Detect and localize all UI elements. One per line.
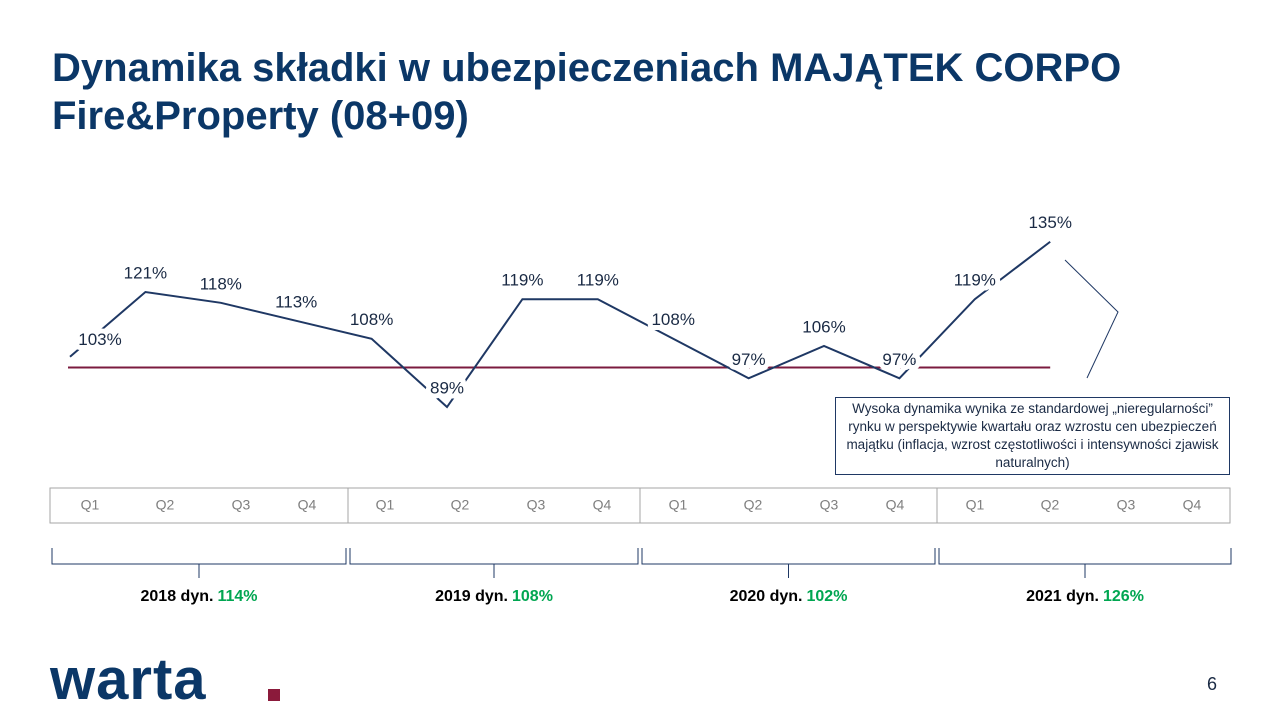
year-bracket	[349, 548, 639, 578]
quarter-label: Q3	[527, 497, 546, 513]
quarter-label: Q3	[232, 497, 251, 513]
annotation: Wysoka dynamika wynika ze standardowej „…	[835, 397, 1230, 475]
year-dynamics: 126%	[1103, 588, 1144, 605]
year-dynamics: 108%	[512, 588, 553, 605]
value-label: 121%	[124, 264, 167, 283]
value-label: 97%	[732, 350, 766, 369]
value-label: 103%	[78, 330, 121, 349]
logo: warta	[50, 647, 207, 712]
quarter-label: Q1	[376, 497, 395, 513]
value-label: 97%	[882, 350, 916, 369]
quarter-label: Q1	[669, 497, 688, 513]
data-line	[69, 240, 1051, 409]
quarter-label: Q1	[81, 497, 100, 513]
value-label: 119%	[577, 271, 619, 290]
year-label: 2021 dyn.	[1026, 588, 1099, 605]
page-number: 6	[1207, 674, 1218, 694]
quarter-label: Q4	[298, 497, 317, 513]
quarter-label: Q2	[451, 497, 470, 513]
quarter-label: Q4	[593, 497, 612, 513]
year-label: 2020 dyn.	[730, 588, 803, 605]
year-label: 2018 dyn.	[141, 588, 214, 605]
value-label: 119%	[954, 271, 996, 290]
quarter-label: Q2	[156, 497, 175, 513]
year-dynamics: 102%	[807, 588, 848, 605]
value-label: 118%	[200, 274, 242, 293]
quarter-label: Q2	[744, 497, 763, 513]
value-label: 113%	[275, 292, 317, 311]
quarter-label: Q1	[966, 497, 985, 513]
year-bracket	[51, 548, 347, 578]
value-label: 108%	[651, 310, 694, 329]
value-label: 119%	[501, 271, 543, 290]
title: Dynamika składki w ubezpieczeniach MAJĄT…	[52, 46, 1122, 138]
quarter-label: Q2	[1041, 497, 1060, 513]
value-label: 89%	[430, 379, 464, 398]
value-label: 108%	[350, 310, 393, 329]
year-dynamics: 114%	[217, 588, 257, 605]
quarter-label: Q4	[886, 497, 905, 513]
logo-dot	[268, 689, 280, 701]
year-bracket	[938, 548, 1232, 578]
quarter-label: Q3	[1117, 497, 1136, 513]
quarter-label: Q3	[820, 497, 839, 513]
value-label: 135%	[1028, 213, 1071, 232]
callout-bracket	[1064, 259, 1119, 379]
year-bracket	[641, 548, 936, 578]
year-label: 2019 dyn.	[435, 588, 508, 605]
value-label: 106%	[802, 317, 845, 336]
quarter-label: Q4	[1183, 497, 1202, 513]
